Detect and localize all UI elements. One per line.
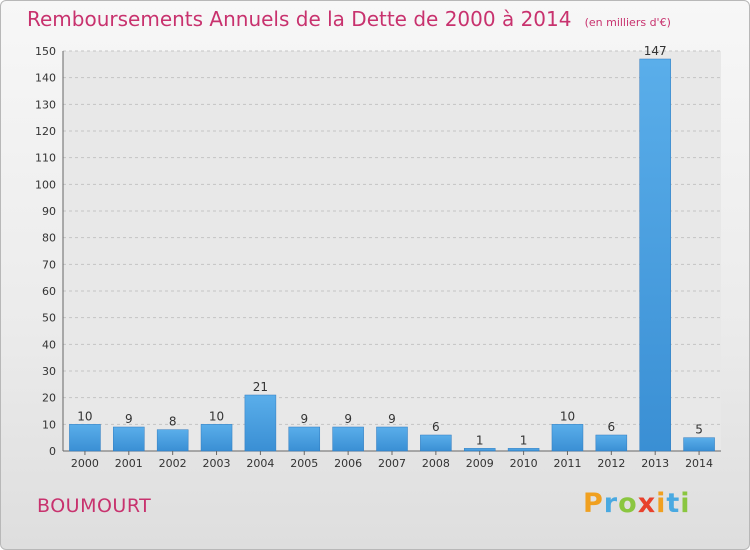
y-tick-label: 120 <box>35 125 56 138</box>
bar-2004 <box>244 394 277 452</box>
plot-area <box>63 51 721 451</box>
x-tick-label-2005: 2005 <box>290 457 318 470</box>
data-label-2007: 9 <box>388 412 396 426</box>
bar-2010 <box>507 448 540 452</box>
y-tick-label: 20 <box>42 392 56 405</box>
proxiti-logo: Proxiti <box>583 488 691 519</box>
data-label-2009: 1 <box>476 433 484 447</box>
x-tick-label-2002: 2002 <box>159 457 187 470</box>
y-tick-label: 150 <box>35 45 56 58</box>
data-label-2012: 6 <box>608 420 616 434</box>
bar-2003 <box>200 424 233 452</box>
unit-text: (en milliers d'€) <box>584 16 671 29</box>
bar-2001 <box>113 426 145 452</box>
y-tick-label: 100 <box>35 178 56 191</box>
data-label-2006: 9 <box>344 412 352 426</box>
data-label-2005: 9 <box>300 412 308 426</box>
data-label-2000: 10 <box>77 409 92 423</box>
y-tick-label: 10 <box>42 418 56 431</box>
bar-2012 <box>595 434 628 452</box>
bar-2014 <box>683 437 715 452</box>
x-tick-label-2010: 2010 <box>510 457 538 470</box>
x-tick-label-2004: 2004 <box>246 457 274 470</box>
bar-2002 <box>156 429 189 452</box>
y-tick-label: 80 <box>42 232 56 245</box>
x-tick-label-2008: 2008 <box>422 457 450 470</box>
x-tick-label-2013: 2013 <box>641 457 669 470</box>
data-label-2001: 9 <box>125 412 133 426</box>
chart-title: Remboursements Annuels de la Dette de 20… <box>27 7 671 31</box>
data-label-2013: 147 <box>644 44 667 58</box>
data-label-2002: 8 <box>169 415 177 429</box>
bar-2008 <box>420 434 452 452</box>
x-tick-label-2003: 2003 <box>203 457 231 470</box>
y-tick-label: 40 <box>42 338 56 351</box>
x-tick-label-2007: 2007 <box>378 457 406 470</box>
y-tick-label: 60 <box>42 285 56 298</box>
y-tick-label: 70 <box>42 258 56 271</box>
x-tick-label-2012: 2012 <box>597 457 625 470</box>
y-tick-label: 130 <box>35 98 56 111</box>
x-tick-label-2014: 2014 <box>685 457 713 470</box>
y-tick-label: 50 <box>42 312 56 325</box>
data-label-2010: 1 <box>520 433 528 447</box>
bar-2013 <box>639 58 671 452</box>
y-tick-label: 90 <box>42 205 56 218</box>
bar-2005 <box>288 426 321 452</box>
bar-2006 <box>332 426 364 452</box>
x-tick-label-2000: 2000 <box>71 457 99 470</box>
y-tick-label: 0 <box>49 445 56 458</box>
data-label-2011: 10 <box>560 409 575 423</box>
bar-2011 <box>551 424 584 452</box>
data-label-2008: 6 <box>432 420 440 434</box>
y-tick-label: 30 <box>42 365 56 378</box>
data-label-2004: 21 <box>253 380 268 394</box>
bar-2009 <box>463 448 496 452</box>
bar-2000 <box>69 424 101 452</box>
x-tick-label-2006: 2006 <box>334 457 362 470</box>
data-label-2014: 5 <box>695 423 703 437</box>
x-tick-label-2011: 2011 <box>553 457 581 470</box>
y-tick-label: 110 <box>35 152 56 165</box>
title-text: Remboursements Annuels de la Dette de 20… <box>27 7 572 31</box>
x-tick-label-2009: 2009 <box>466 457 494 470</box>
data-label-2003: 10 <box>209 409 224 423</box>
x-tick-label-2001: 2001 <box>115 457 143 470</box>
bar-2007 <box>376 426 408 452</box>
commune-name: BOUMOURT <box>37 495 152 517</box>
y-tick-label: 140 <box>35 72 56 85</box>
